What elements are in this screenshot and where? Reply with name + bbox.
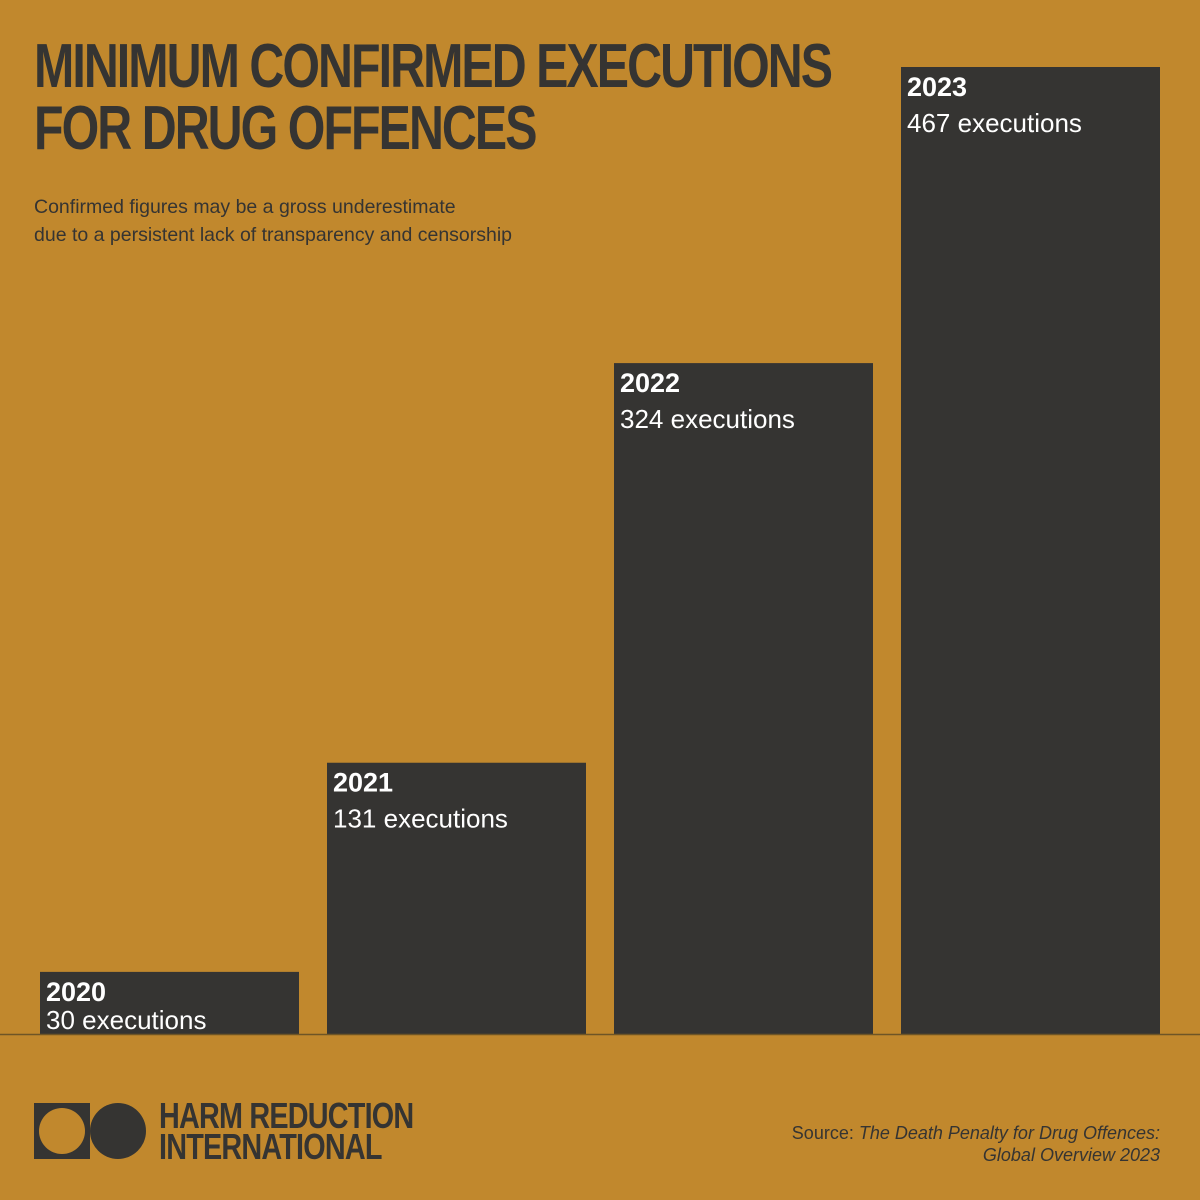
bar-year-label-2022: 2022	[620, 368, 680, 398]
chart-subtitle: Confirmed figures may be a gross underes…	[34, 193, 512, 249]
bar-2020	[40, 971, 299, 1034]
chart-title-line-2: FOR DRUG OFFENCES	[34, 94, 537, 163]
bar-year-label-2021: 2021	[333, 768, 393, 798]
chart-subtitle-line-1: Confirmed figures may be a gross underes…	[34, 196, 456, 218]
bar-year-label-2023: 2023	[907, 72, 967, 102]
bar-2023	[901, 67, 1160, 1034]
logo-wordmark: HARM REDUCTION INTERNATIONAL	[159, 1095, 414, 1167]
source-title-line-1: The Death Penalty for Drug Offences:	[858, 1123, 1160, 1143]
bar-value-label-2023: 467 executions	[907, 108, 1082, 138]
bar-year-label-2020: 2020	[46, 977, 106, 1007]
logo-line-1: HARM REDUCTION	[159, 1095, 414, 1136]
source-title-line-2: Global Overview 2023	[982, 1145, 1160, 1165]
bar-value-label-2021: 131 executions	[333, 804, 508, 834]
logo-line-2: INTERNATIONAL	[159, 1126, 382, 1167]
source-prefix: Source:	[791, 1123, 859, 1143]
logo-circles-icon	[34, 1103, 146, 1159]
bar-value-label-2022: 324 executions	[620, 404, 795, 434]
bar-2021	[327, 762, 586, 1034]
chart-subtitle-line-2: due to a persistent lack of transparency…	[34, 224, 513, 246]
bar-2022	[614, 363, 873, 1034]
bar-value-label-2020: 30 executions	[46, 1005, 206, 1035]
source-note: Source: The Death Penalty for Drug Offen…	[792, 1122, 1160, 1166]
